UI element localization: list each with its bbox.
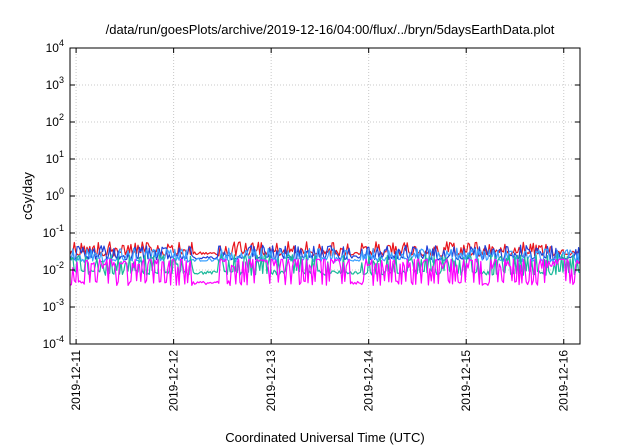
y-tick-label: 101 [46, 149, 64, 166]
y-tick-label: 10-4 [43, 334, 64, 351]
x-tick-label: 2019-12-16 [557, 350, 571, 412]
series-line [69, 254, 581, 276]
x-axis-label: Coordinated Universal Time (UTC) [225, 430, 424, 445]
x-tick-label: 2019-12-13 [264, 350, 278, 412]
y-tick-label: 10-2 [43, 260, 64, 277]
x-tick-label: 2019-12-14 [362, 350, 376, 412]
chart-title: /data/run/goesPlots/archive/2019-12-16/0… [106, 22, 555, 37]
y-ticks: 10-4 10-3 10-2 10-1 100 101 102 103 104 [43, 38, 580, 351]
x-tick-label: 2019-12-11 [69, 350, 83, 411]
x-tick-label: 2019-12-15 [459, 350, 473, 412]
y-tick-label: 103 [46, 75, 64, 92]
x-ticks: 2019-12-11 2019-12-12 2019-12-13 2019-12-14… [69, 48, 571, 411]
y-tick-label: 10-1 [43, 223, 64, 240]
y-tick-label: 104 [46, 38, 64, 55]
y-axis-label: cGy/day [20, 172, 35, 220]
y-tick-label: 102 [46, 112, 64, 129]
x-tick-label: 2019-12-12 [167, 350, 181, 412]
series-line [69, 258, 581, 286]
series-group [69, 241, 581, 286]
y-tick-label: 10-3 [43, 297, 64, 314]
grid [70, 48, 580, 344]
y-tick-label: 100 [46, 186, 64, 203]
